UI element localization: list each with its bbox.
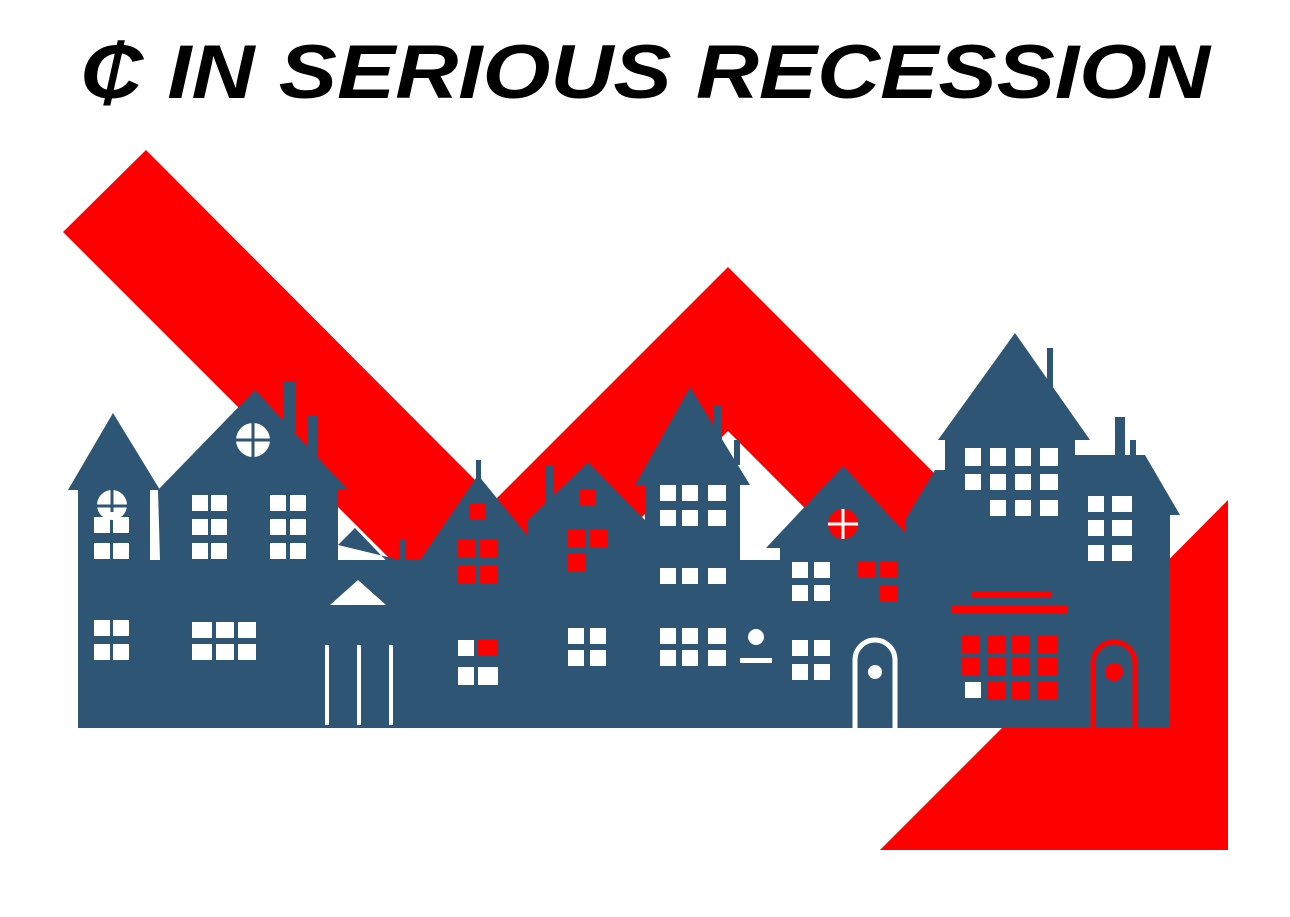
title: ₵ IN SERIOUS RECESSION [80,30,1212,115]
window-mullions [97,423,270,512]
red-windows [458,490,1123,700]
red-door [1090,639,1138,728]
window-mullions-light [828,509,858,539]
windows [94,448,1132,728]
